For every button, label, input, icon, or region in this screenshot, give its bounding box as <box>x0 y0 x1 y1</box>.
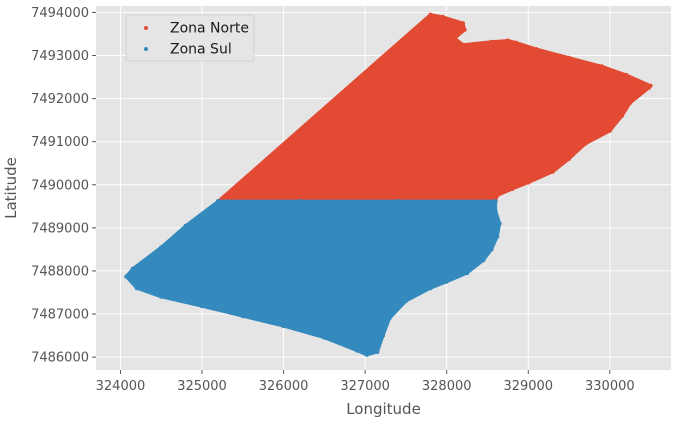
data-point-zona-sul <box>444 279 449 284</box>
series-layer <box>124 12 653 357</box>
data-point-zona-norte <box>583 141 588 146</box>
x-ticks: 324000 325000 326000 327000 328000 329000 3300… <box>96 370 635 394</box>
data-point-zona-norte <box>440 14 445 19</box>
legend-label-zona-sul: Zona Sul <box>170 42 232 58</box>
data-point-zona-norte <box>526 180 531 185</box>
data-point-zona-norte <box>461 42 465 47</box>
data-point-zona-norte <box>514 40 518 45</box>
data-point-zona-norte <box>607 128 612 133</box>
data-point-zona-sul <box>183 223 188 228</box>
data-point-zona-sul <box>387 316 392 321</box>
data-point-zona-sul <box>465 271 470 276</box>
data-point-zona-norte <box>461 21 465 26</box>
x-tick-label: 324000 <box>96 379 146 394</box>
data-point-zona-norte <box>505 38 510 43</box>
data-point-zona-sul <box>403 299 408 304</box>
data-point-zona-norte <box>489 39 494 44</box>
data-point-zona-norte <box>452 36 457 41</box>
legend-box <box>125 14 255 62</box>
x-tick-label: 325000 <box>177 379 227 394</box>
y-tick-label: 7492000 <box>31 92 89 107</box>
data-point-zona-sul <box>200 304 204 309</box>
data-point-zona-norte <box>567 156 571 161</box>
y-tick-label: 7489000 <box>31 221 89 236</box>
data-point-zona-sul <box>493 199 498 204</box>
data-point-zona-sul <box>281 324 286 329</box>
data-point-zona-norte <box>495 193 500 198</box>
data-point-zona-norte <box>599 64 604 69</box>
y-tick-label: 7490000 <box>31 178 89 193</box>
data-point-zona-sul <box>381 333 386 338</box>
data-point-zona-sul <box>481 258 486 263</box>
y-axis-label: Latitude <box>2 157 20 219</box>
data-point-zona-sul <box>428 286 433 291</box>
x-axis-label: Longitude <box>346 400 421 418</box>
data-point-zona-norte <box>647 85 651 90</box>
data-point-zona-norte <box>550 169 555 174</box>
legend-marker-zona-sul <box>144 47 148 51</box>
data-point-zona-sul <box>364 352 369 357</box>
data-point-zona-sul <box>130 266 135 271</box>
y-tick-label: 7487000 <box>31 308 89 323</box>
data-point-zona-sul <box>240 314 245 319</box>
data-point-zona-sul <box>216 199 221 204</box>
data-point-zona-norte <box>628 100 633 105</box>
data-point-zona-sul <box>124 274 129 279</box>
data-point-zona-norte <box>624 72 629 77</box>
y-tick-label: 7486000 <box>31 351 89 366</box>
x-tick-label: 329000 <box>503 379 553 394</box>
y-tick-label: 7491000 <box>31 135 89 150</box>
y-tick-label: 7493000 <box>31 49 89 64</box>
data-point-zona-sul <box>297 199 302 204</box>
y-tick-label: 7494000 <box>31 6 89 21</box>
data-point-zona-norte <box>428 12 433 17</box>
data-point-zona-sul <box>355 348 359 353</box>
data-point-zona-sul <box>134 286 139 291</box>
data-point-zona-norte <box>510 187 514 192</box>
legend: Zona Norte Zona Sul <box>125 14 255 62</box>
data-point-zona-sul <box>322 335 327 340</box>
x-tick-label: 327000 <box>340 379 390 394</box>
data-point-zona-sul <box>375 349 380 354</box>
data-point-zona-norte <box>462 27 467 32</box>
data-point-zona-sul <box>395 199 400 204</box>
x-tick-label: 330000 <box>585 379 635 394</box>
legend-label-zona-norte: Zona Norte <box>170 21 249 37</box>
data-point-zona-norte <box>534 47 539 52</box>
data-point-zona-sul <box>497 221 502 226</box>
data-point-zona-sul <box>493 208 498 213</box>
data-point-zona-sul <box>495 234 500 239</box>
data-point-zona-norte <box>567 55 571 60</box>
data-point-zona-norte <box>620 113 625 118</box>
data-point-zona-sul <box>489 247 494 252</box>
data-point-zona-sul <box>159 245 164 250</box>
y-ticks: 7486000 7487000 7488000 7489000 7490000 74910… <box>31 6 96 366</box>
legend-marker-zona-norte <box>144 26 148 30</box>
x-tick-label: 328000 <box>422 379 472 394</box>
data-point-zona-sul <box>159 294 164 299</box>
x-tick-label: 326000 <box>259 379 309 394</box>
y-tick-label: 7488000 <box>31 264 89 279</box>
